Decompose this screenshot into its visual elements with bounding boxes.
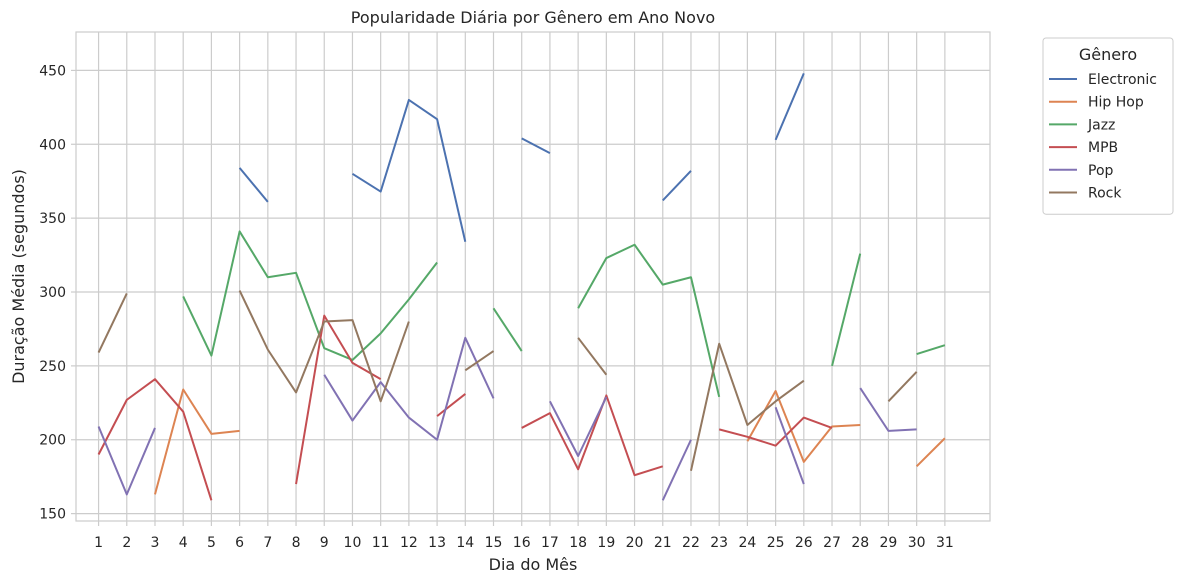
series-line-segment: [916, 344, 946, 356]
series-line-segment: [662, 170, 692, 202]
series-line-segment: [97, 426, 156, 496]
x-tick-label: 26: [795, 535, 813, 551]
y-axis-label: Duração Média (segundos): [9, 169, 28, 384]
x-tick-label: 31: [936, 535, 954, 551]
series-line-segment: [295, 314, 382, 485]
series-mpb: [97, 314, 833, 501]
x-tick-label: 28: [851, 535, 869, 551]
legend-label: Electronic: [1088, 72, 1157, 88]
y-tick-label: 350: [39, 211, 66, 227]
series-line-segment: [577, 243, 721, 398]
x-tick-label: 5: [207, 535, 216, 551]
series-line-segment: [859, 387, 917, 432]
series-line-segment: [464, 350, 495, 372]
x-tick-label: 15: [485, 535, 503, 551]
x-tick-label: 10: [344, 535, 362, 551]
series-line-segment: [521, 394, 664, 477]
legend-label: Rock: [1088, 186, 1122, 202]
x-tick-label: 17: [541, 535, 559, 551]
series-rock: [97, 290, 918, 471]
x-tick-label: 22: [682, 535, 700, 551]
legend-items: Electronic Hip Hop Jazz MPB Pop Rock: [1049, 72, 1157, 202]
plot-area: [75, 31, 991, 522]
x-tick-label: 29: [880, 535, 898, 551]
x-tick-label: 9: [320, 535, 329, 551]
y-axis-ticks: 150 200 250 300 350 400 450: [39, 63, 76, 523]
series-line-segment: [351, 98, 467, 243]
x-tick-label: 12: [400, 535, 418, 551]
series-line-segment: [323, 336, 495, 441]
x-tick-label: 23: [710, 535, 728, 551]
series-line-segment: [831, 253, 862, 367]
x-tick-label: 27: [823, 535, 841, 551]
series-line-segment: [577, 337, 608, 376]
series-line-segment: [689, 342, 805, 471]
series-line-segment: [492, 307, 523, 352]
legend-label: Jazz: [1087, 117, 1115, 133]
x-tick-label: 6: [235, 535, 244, 551]
legend-label: Hip Hop: [1088, 95, 1144, 111]
x-tick-label: 2: [122, 535, 131, 551]
series-line-segment: [238, 167, 269, 203]
y-tick-label: 450: [39, 63, 66, 79]
series-line-segment: [97, 293, 128, 354]
x-tick-label: 25: [767, 535, 785, 551]
grid: [76, 32, 990, 521]
series-line-segment: [774, 406, 805, 485]
series-line-segment: [97, 378, 213, 501]
series-line-segment: [436, 393, 466, 417]
x-tick-label: 19: [597, 535, 615, 551]
x-tick-label: 11: [372, 535, 390, 551]
series-line-segment: [521, 137, 551, 155]
series-line-segment: [887, 371, 918, 403]
x-tick-label: 7: [263, 535, 272, 551]
y-tick-label: 400: [39, 137, 66, 153]
series-layer: [97, 72, 946, 501]
series-line-segment: [154, 388, 240, 495]
legend: Gênero Electronic Hip Hop Jazz MPB Pop Rock: [1042, 37, 1174, 215]
series-line-segment: [774, 72, 805, 141]
series-line-segment: [661, 439, 692, 501]
legend-label: MPB: [1088, 140, 1118, 156]
series-line-segment: [915, 437, 946, 468]
legend-title: Gênero: [1079, 45, 1137, 64]
x-tick-label: 3: [151, 535, 160, 551]
series-electronic: [238, 72, 805, 243]
x-tick-label: 24: [738, 535, 756, 551]
series-line-segment: [182, 230, 438, 361]
series-pop: [97, 336, 917, 501]
y-tick-label: 300: [39, 285, 66, 301]
x-axis-label: Dia do Mês: [489, 555, 578, 574]
x-tick-label: 13: [428, 535, 446, 551]
series-line-segment: [549, 396, 608, 457]
y-tick-label: 150: [39, 507, 66, 523]
series-line-segment: [746, 389, 861, 463]
x-tick-label: 1: [94, 535, 103, 551]
y-tick-label: 200: [39, 433, 66, 449]
y-tick-label: 250: [39, 359, 66, 375]
chart-title: Popularidade Diária por Gênero em Ano No…: [351, 8, 715, 27]
x-tick-label: 21: [654, 535, 672, 551]
x-tick-label: 20: [626, 535, 644, 551]
legend-label: Pop: [1088, 163, 1114, 179]
x-tick-label: 8: [292, 535, 301, 551]
series-line-segment: [718, 416, 833, 447]
x-tick-label: 30: [908, 535, 926, 551]
series-hip-hop: [154, 388, 946, 495]
series-jazz: [182, 230, 946, 398]
x-tick-label: 14: [456, 535, 474, 551]
x-tick-label: 16: [513, 535, 531, 551]
series-line-segment: [238, 290, 410, 403]
x-tick-label: 18: [569, 535, 587, 551]
x-tick-label: 4: [179, 535, 188, 551]
x-axis-ticks: 1 2 3 4 5 6 7 8 9 10 11 12 13 14 15 16 17 18 19 20 21 22 23 24 2…: [94, 521, 954, 551]
